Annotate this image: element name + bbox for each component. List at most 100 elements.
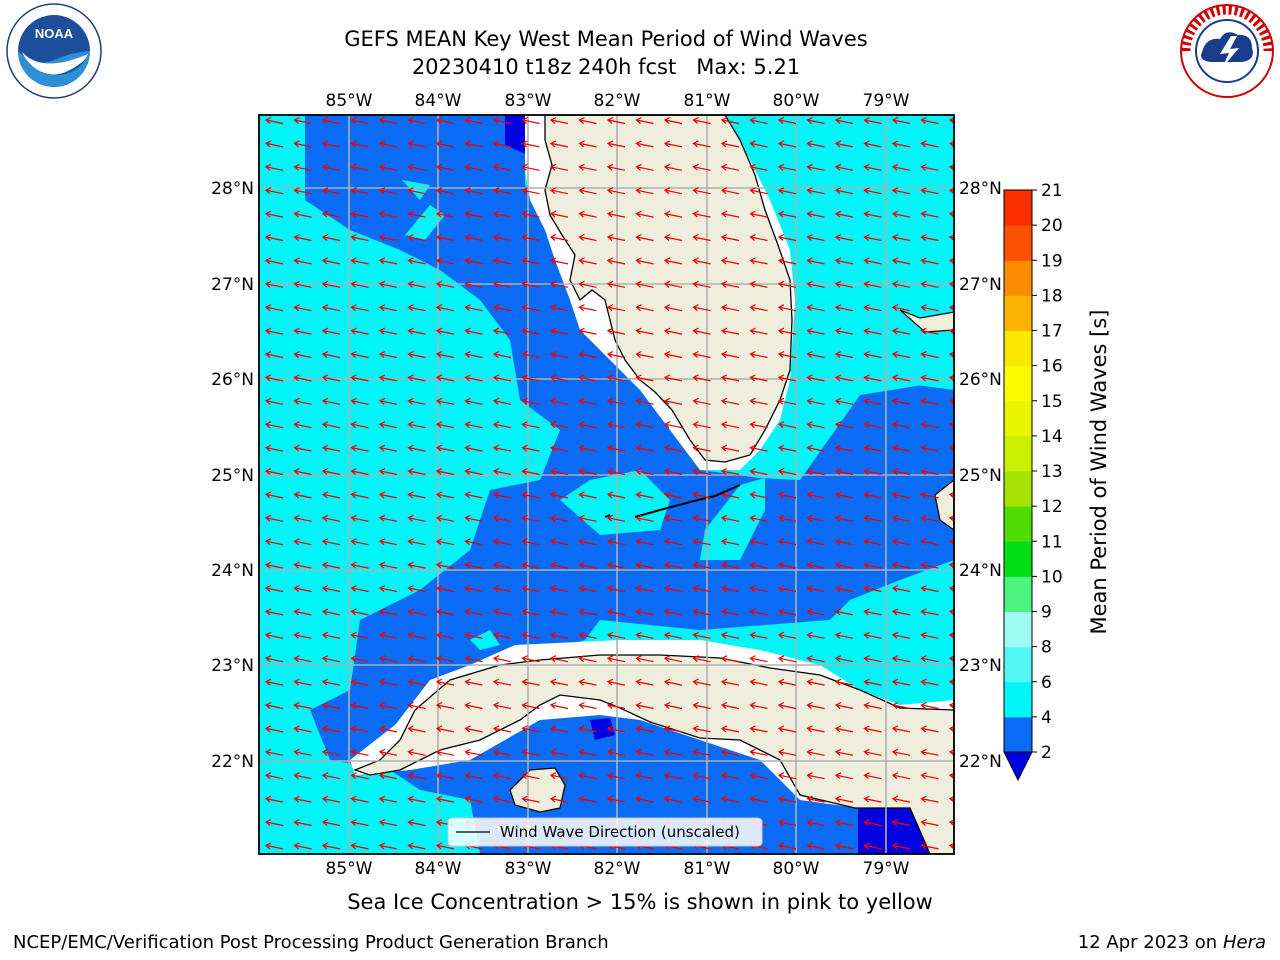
- wave-direction-arrow: [834, 233, 854, 242]
- wave-direction-arrow: [549, 210, 569, 218]
- wave-direction-arrow: [435, 304, 455, 312]
- wave-direction-arrow: [948, 327, 954, 335]
- wave-direction-arrow: [663, 210, 683, 218]
- wave-direction-arrow: [435, 631, 455, 639]
- period-contour-west: [305, 115, 954, 760]
- wave-direction-arrow: [777, 327, 797, 335]
- wave-direction-arrow: [663, 350, 683, 359]
- wave-direction-arrow: [834, 584, 854, 593]
- wave-direction-arrow: [435, 444, 455, 452]
- wave-direction-arrow: [720, 655, 740, 663]
- wave-direction-arrow: [464, 467, 483, 476]
- wave-direction-arrow: [407, 678, 426, 686]
- wave-direction-arrow: [549, 140, 569, 148]
- wave-direction-arrow: [350, 350, 369, 359]
- wave-direction-arrow: [635, 561, 654, 569]
- wave-direction-arrow: [777, 491, 797, 499]
- wave-direction-arrow: [435, 421, 455, 429]
- wave-direction-arrow: [378, 350, 398, 359]
- wave-direction-arrow: [464, 140, 483, 148]
- wave-direction-arrow: [578, 584, 597, 593]
- lon-tick-top: 83°W: [505, 91, 552, 111]
- wave-direction-arrow: [407, 304, 426, 312]
- colorbar-segment: [1004, 681, 1032, 718]
- wave-direction-arrow: [492, 257, 512, 265]
- wave-direction-arrow: [464, 655, 483, 663]
- wave-direction-arrow: [492, 350, 512, 359]
- wave-direction-arrow: [920, 561, 939, 569]
- wave-direction-arrow: [863, 725, 882, 733]
- wave-direction-arrow: [920, 514, 939, 522]
- wave-direction-arrow: [806, 701, 825, 710]
- wave-direction-arrow: [293, 725, 312, 733]
- wave-direction-arrow: [692, 327, 711, 335]
- wave-direction-arrow: [806, 257, 825, 265]
- wave-direction-arrow: [834, 444, 854, 452]
- wave-direction-arrow: [464, 350, 483, 359]
- wave-direction-arrow: [663, 584, 683, 593]
- wave-direction-arrow: [264, 748, 284, 756]
- wave-direction-arrow: [948, 210, 954, 218]
- wave-direction-arrow: [749, 210, 768, 218]
- cuba-land: [353, 654, 954, 854]
- wave-direction-arrow: [806, 163, 825, 171]
- wave-direction-arrow: [407, 116, 426, 125]
- wave-direction-arrow: [891, 818, 911, 827]
- colorbar: [1003, 189, 1033, 782]
- wave-direction-arrow: [549, 280, 569, 288]
- wave-direction-arrow: [920, 421, 939, 429]
- wave-direction-arrow: [549, 467, 569, 476]
- wave-direction-arrow: [749, 304, 768, 312]
- wave-direction-arrow: [350, 748, 369, 756]
- wave-direction-arrow: [350, 140, 369, 148]
- wave-direction-arrow: [635, 772, 654, 780]
- wave-direction-arrow: [777, 678, 797, 686]
- wave-direction-arrow: [891, 608, 911, 616]
- wave-direction-arrow: [948, 585, 954, 592]
- wave-direction-arrow: [749, 608, 768, 616]
- wave-direction-arrow: [492, 631, 512, 639]
- wave-direction-arrow: [692, 538, 711, 546]
- wave-direction-arrow: [435, 772, 455, 780]
- wave-direction-arrow: [635, 795, 654, 803]
- wave-direction-arrow: [806, 140, 825, 148]
- wave-direction-arrow: [663, 467, 683, 476]
- wave-direction-arrow: [464, 210, 483, 218]
- colorbar-tick-label: 15: [1041, 392, 1063, 412]
- wave-direction-arrow: [606, 163, 626, 171]
- wave-direction-arrow: [692, 210, 711, 218]
- wave-direction-arrow: [891, 421, 911, 429]
- wave-direction-arrow: [606, 397, 626, 405]
- wave-direction-arrow: [920, 584, 939, 593]
- wave-direction-arrow: [863, 280, 882, 288]
- wave-direction-arrow: [407, 467, 426, 476]
- wave-direction-arrow: [777, 350, 797, 359]
- wave-direction-arrow: [264, 280, 284, 288]
- wave-direction-arrow: [606, 467, 626, 476]
- wave-direction-arrow: [863, 655, 882, 663]
- lat-tick-right: 24°N: [959, 561, 1002, 581]
- wave-direction-arrow: [863, 795, 882, 803]
- wave-direction-arrow: [321, 842, 341, 850]
- wave-direction-arrow: [806, 350, 825, 359]
- wave-direction-arrow: [492, 327, 512, 335]
- colorbar-segment: [1004, 330, 1032, 367]
- wave-direction-arrow: [435, 327, 455, 335]
- wave-direction-arrow: [720, 561, 740, 569]
- wave-direction-arrow: [749, 350, 768, 359]
- wave-direction-arrow: [578, 701, 597, 710]
- wave-direction-arrow: [435, 163, 455, 171]
- wave-direction-arrow: [521, 350, 540, 359]
- wave-direction-arrow: [920, 538, 939, 546]
- wave-direction-arrow: [863, 561, 882, 569]
- wave-direction-arrow: [663, 725, 683, 733]
- wave-direction-arrow: [264, 210, 284, 218]
- wave-direction-arrow: [521, 210, 540, 218]
- wave-direction-arrow: [264, 374, 284, 382]
- wave-direction-arrow: [264, 257, 284, 265]
- wave-direction-arrow: [435, 514, 455, 522]
- wave-direction-arrow: [578, 374, 597, 382]
- wave-direction-arrow: [720, 421, 740, 429]
- wave-direction-arrow: [464, 678, 483, 686]
- wave-direction-arrow: [321, 772, 341, 780]
